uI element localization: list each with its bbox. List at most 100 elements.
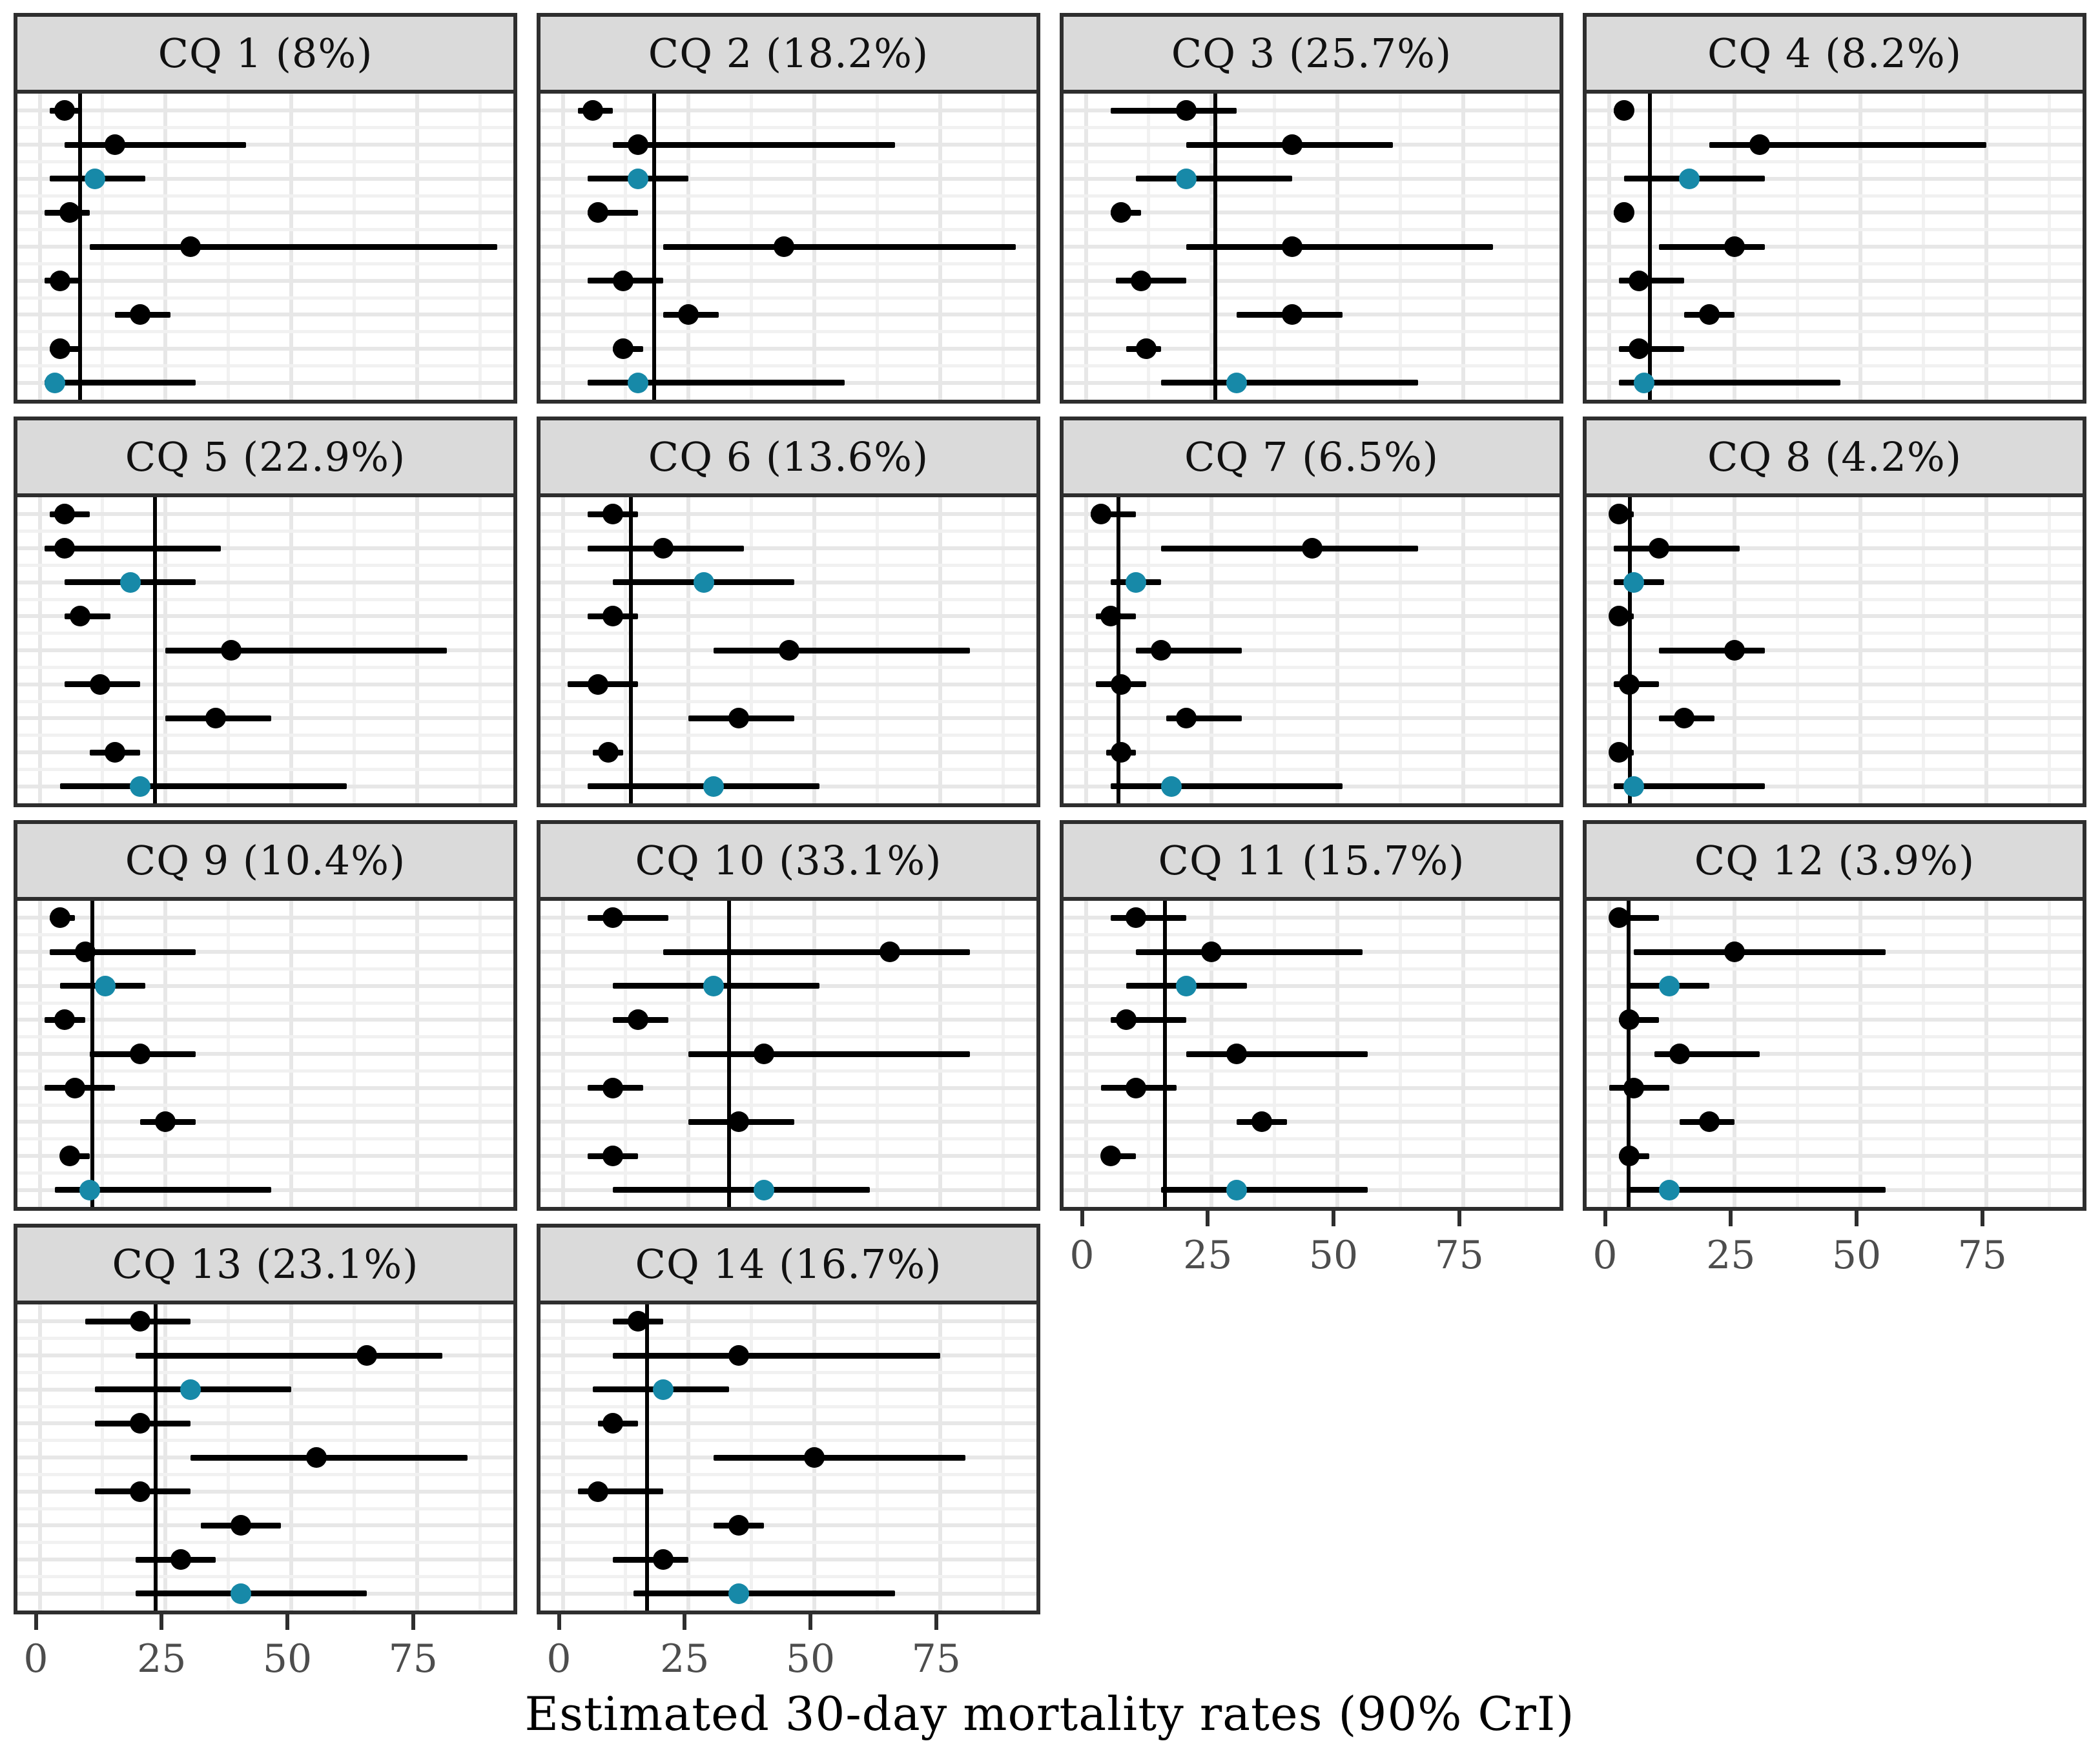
gridline-horizontal bbox=[540, 1154, 1036, 1158]
pooled-estimate-point bbox=[1679, 168, 1700, 189]
x-axis-caption: Estimated 30-day mortality rates (90% Cr… bbox=[524, 1687, 1575, 1741]
gridline-horizontal-minor bbox=[17, 228, 513, 232]
credible-interval bbox=[1111, 783, 1343, 790]
gridline-horizontal-minor bbox=[1587, 228, 2083, 232]
credible-interval bbox=[1186, 243, 1494, 250]
pooled-estimate-point bbox=[628, 372, 649, 393]
gridline-horizontal bbox=[17, 983, 513, 988]
gridline-horizontal-minor bbox=[1587, 296, 2083, 300]
gridline-horizontal bbox=[540, 176, 1036, 181]
gridline-horizontal-minor bbox=[17, 1035, 513, 1039]
estimate-point bbox=[130, 1481, 151, 1502]
gridline-horizontal-minor bbox=[1064, 767, 1560, 771]
gridline-horizontal-minor bbox=[540, 160, 1036, 163]
gridline-horizontal bbox=[17, 380, 513, 385]
gridline-horizontal bbox=[1587, 1120, 2083, 1124]
reference-line bbox=[644, 1304, 649, 1611]
gridline-horizontal-minor bbox=[540, 296, 1036, 300]
credible-interval bbox=[1111, 107, 1237, 114]
pooled-estimate-point bbox=[79, 1179, 101, 1200]
estimate-point bbox=[1699, 1111, 1720, 1133]
reference-line bbox=[1162, 901, 1167, 1207]
estimate-point bbox=[754, 1044, 775, 1064]
gridline-horizontal-minor bbox=[1587, 734, 2083, 737]
reference-line bbox=[1626, 901, 1631, 1207]
credible-interval bbox=[613, 1556, 689, 1563]
credible-interval bbox=[1619, 380, 1840, 386]
estimate-point bbox=[89, 674, 110, 695]
estimate-point bbox=[180, 236, 201, 257]
estimate-point bbox=[1126, 1077, 1147, 1098]
gridline-horizontal-minor bbox=[540, 1541, 1036, 1545]
panel-header: CQ 2 (18.2%) bbox=[537, 13, 1040, 94]
gridline-horizontal bbox=[17, 512, 513, 517]
gridline-horizontal-minor bbox=[540, 1507, 1036, 1510]
estimate-point bbox=[1699, 304, 1720, 325]
gridline-horizontal-minor bbox=[540, 665, 1036, 669]
gridline-horizontal-minor bbox=[17, 1507, 513, 1510]
gridline-horizontal bbox=[17, 614, 513, 619]
gridline-horizontal bbox=[1064, 580, 1560, 584]
pooled-estimate-point bbox=[1226, 372, 1248, 393]
panel-header: CQ 9 (10.4%) bbox=[14, 820, 517, 901]
estimate-point bbox=[59, 202, 81, 223]
gridline-horizontal-minor bbox=[1064, 262, 1560, 265]
gridline-horizontal-minor bbox=[17, 296, 513, 300]
gridline-horizontal bbox=[1064, 1086, 1560, 1090]
gridline-horizontal bbox=[1587, 211, 2083, 215]
estimate-point bbox=[130, 1044, 151, 1064]
gridline-horizontal bbox=[17, 176, 513, 181]
x-axis-tick bbox=[34, 1614, 38, 1630]
estimate-point bbox=[1629, 338, 1650, 359]
estimate-point bbox=[1724, 236, 1745, 257]
gridline-horizontal bbox=[17, 211, 513, 215]
estimate-point bbox=[1281, 236, 1302, 257]
gridline-horizontal bbox=[1064, 211, 1560, 215]
credible-interval bbox=[1136, 176, 1292, 182]
estimate-point bbox=[54, 100, 76, 121]
gridline-horizontal bbox=[540, 750, 1036, 754]
estimate-point bbox=[602, 1146, 624, 1166]
estimate-point bbox=[1669, 1044, 1690, 1064]
estimate-point bbox=[779, 640, 800, 661]
gridline-horizontal-minor bbox=[1587, 194, 2083, 198]
estimate-point bbox=[1609, 606, 1630, 627]
gridline-horizontal bbox=[540, 1319, 1036, 1324]
x-axis-tick bbox=[934, 1614, 938, 1630]
gridline-horizontal-minor bbox=[540, 1001, 1036, 1005]
gridline-horizontal-minor bbox=[1587, 632, 2083, 635]
gridline-horizontal bbox=[1064, 716, 1560, 721]
gridline-horizontal-minor bbox=[1587, 1035, 2083, 1039]
gridline-horizontal bbox=[1587, 278, 2083, 283]
gridline-horizontal-minor bbox=[540, 194, 1036, 198]
gridline-horizontal bbox=[540, 1558, 1036, 1561]
panel-header: CQ 10 (33.1%) bbox=[537, 820, 1040, 901]
credible-interval bbox=[663, 243, 1016, 250]
estimate-point bbox=[69, 606, 90, 627]
estimate-point bbox=[628, 134, 649, 155]
gridline-horizontal bbox=[540, 916, 1036, 920]
credible-interval bbox=[663, 949, 971, 955]
gridline-horizontal-minor bbox=[1064, 699, 1560, 703]
gridline-horizontal bbox=[540, 512, 1036, 517]
x-axis-tick-label: 0 bbox=[1069, 1233, 1095, 1278]
reference-line bbox=[629, 497, 633, 803]
gridline-horizontal-minor bbox=[540, 1171, 1036, 1175]
credible-interval bbox=[90, 243, 498, 250]
gridline-horizontal-minor bbox=[540, 530, 1036, 533]
gridline-horizontal bbox=[17, 278, 513, 283]
pooled-estimate-point bbox=[703, 776, 725, 797]
gridline-horizontal-minor bbox=[17, 530, 513, 533]
credible-interval bbox=[1161, 545, 1418, 551]
gridline-horizontal-minor bbox=[1064, 330, 1560, 334]
gridline-horizontal-minor bbox=[17, 330, 513, 334]
x-axis-tick bbox=[683, 1614, 687, 1630]
gridline-horizontal-minor bbox=[1064, 933, 1560, 937]
gridline-horizontal bbox=[540, 546, 1036, 550]
pooled-estimate-point bbox=[1226, 1179, 1248, 1200]
credible-interval bbox=[588, 209, 639, 216]
gridline-horizontal bbox=[1064, 682, 1560, 686]
gridline-horizontal-minor bbox=[540, 767, 1036, 771]
pooled-estimate-point bbox=[231, 1583, 252, 1604]
gridline-horizontal bbox=[1064, 278, 1560, 283]
